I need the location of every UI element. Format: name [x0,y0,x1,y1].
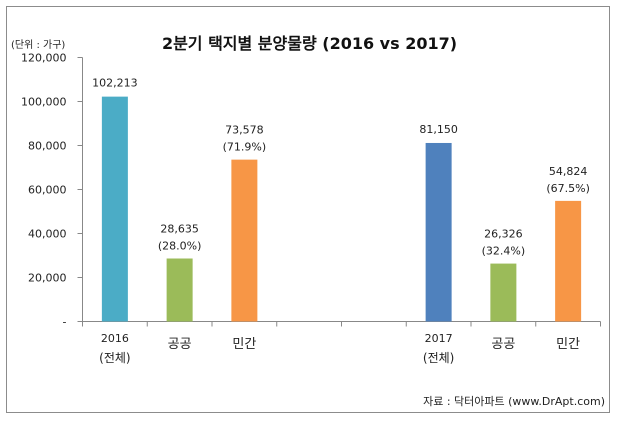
x-tick-label: 민간 [556,337,580,352]
y-tick-label: - [63,316,67,329]
bar [490,263,517,322]
x-tick-label: 공공 [491,337,515,352]
x-tick-label: 2016 [101,332,129,345]
y-tick-label: 100,000 [21,96,67,109]
axes: - 20,000 40,000 60,000 80,000 100,000 120,000 2… [21,52,601,365]
y-tick-label: 120,000 [21,52,67,65]
data-label-percent: (71.9%) [223,141,267,154]
x-tick-label: 공공 [168,337,192,352]
x-tick-label: 2017 [425,332,453,345]
data-label-value: 81,150 [419,123,458,136]
data-label-percent: (28.0%) [158,240,202,253]
y-tick-label: 40,000 [28,228,67,241]
y-tick-label: 20,000 [28,272,67,285]
unit-label: (단위 : 가구) [11,40,66,51]
x-tick-label-sub: (전체) [423,351,454,365]
source-note: 자료 : 닥터아파트 (www.DrApt.com) [423,395,605,408]
bars [101,96,582,322]
data-label-value: 28,635 [160,223,199,236]
bar [555,200,582,322]
data-label-value: 102,213 [92,77,138,90]
data-label-percent: (67.5%) [546,182,590,195]
x-tick-label-sub: (전체) [99,351,130,365]
data-label-value: 26,326 [484,228,523,241]
bar [231,159,258,322]
bar [425,142,452,322]
bar [166,258,193,322]
x-tick-label: 민간 [232,337,256,352]
data-label-value: 54,824 [549,165,588,178]
data-label-percent: (32.4%) [482,245,526,258]
y-tick-label: 60,000 [28,184,67,197]
y-tick-label: 80,000 [28,140,67,153]
data-labels: 102,213 28,635 (28.0%) 73,578 (71.9%) 81,150 2… [92,77,590,258]
data-label-value: 73,578 [225,124,264,137]
bar [101,96,128,322]
chart-title: 2분기 택지별 분양물량 (2016 vs 2017) [161,34,458,53]
